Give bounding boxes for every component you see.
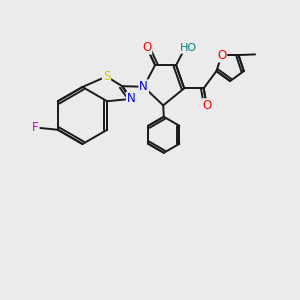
Text: O: O	[142, 41, 151, 54]
Text: N: N	[139, 80, 148, 93]
Text: S: S	[103, 70, 110, 83]
Text: HO: HO	[179, 43, 197, 53]
Text: F: F	[32, 121, 39, 134]
Text: O: O	[202, 99, 211, 112]
Text: O: O	[217, 49, 226, 62]
Text: N: N	[127, 92, 136, 105]
